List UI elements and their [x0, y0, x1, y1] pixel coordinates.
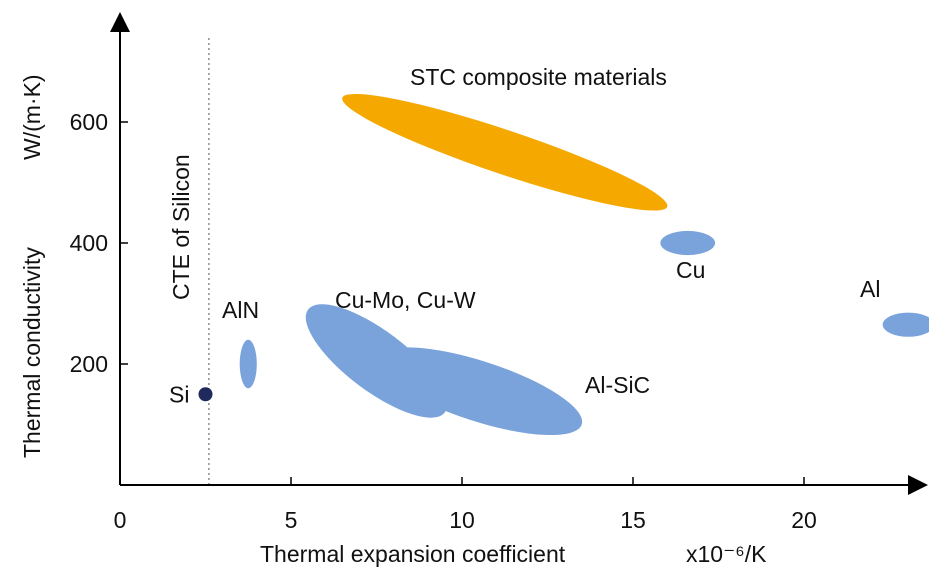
x-tick-label: 0 — [114, 507, 127, 533]
region-label-cu: Cu — [676, 257, 705, 283]
x-tick-label: 20 — [791, 507, 817, 533]
x-tick-label: 10 — [449, 507, 475, 533]
point-si — [198, 387, 213, 402]
region-label-aln: AlN — [222, 297, 259, 323]
y-tick-label: 400 — [70, 230, 108, 256]
region-label-stc-composite-materials: STC composite materials — [410, 64, 667, 90]
y-tick-label: 600 — [70, 109, 108, 135]
y-tick-layer: 200 400 600 — [70, 109, 128, 377]
point-label-si: Si — [169, 381, 189, 407]
cte-silicon-label: CTE of Silicon — [168, 154, 194, 300]
regions-layer — [239, 93, 929, 436]
x-tick-label: 15 — [620, 507, 646, 533]
region-cu — [660, 230, 716, 256]
x-axis-title: Thermal expansion coefficient — [260, 541, 566, 567]
x-tick-label: 5 — [285, 507, 298, 533]
region-label-layer: STC composite materials Cu Al AlN Cu-Mo, Cu-… — [169, 64, 880, 407]
y-tick-label: 200 — [70, 351, 108, 377]
y-axis-title: Thermal conductivity — [19, 247, 45, 458]
points-layer — [198, 387, 213, 402]
region-label-al: Al — [860, 276, 880, 302]
region-stc-composite-materials — [342, 93, 668, 211]
x-axis-unit: x10⁻⁶/K — [686, 541, 767, 567]
region-al-sic — [376, 347, 583, 436]
region-label-al-sic: Al-SiC — [585, 372, 650, 398]
region-al — [882, 312, 929, 337]
y-axis-unit: W/(m·K) — [19, 74, 45, 160]
region-label-cu-mo-cu-w: Cu-Mo, Cu-W — [335, 287, 476, 313]
x-tick-layer: 0 5 10 15 20 — [114, 477, 817, 533]
region-aln — [239, 339, 257, 389]
